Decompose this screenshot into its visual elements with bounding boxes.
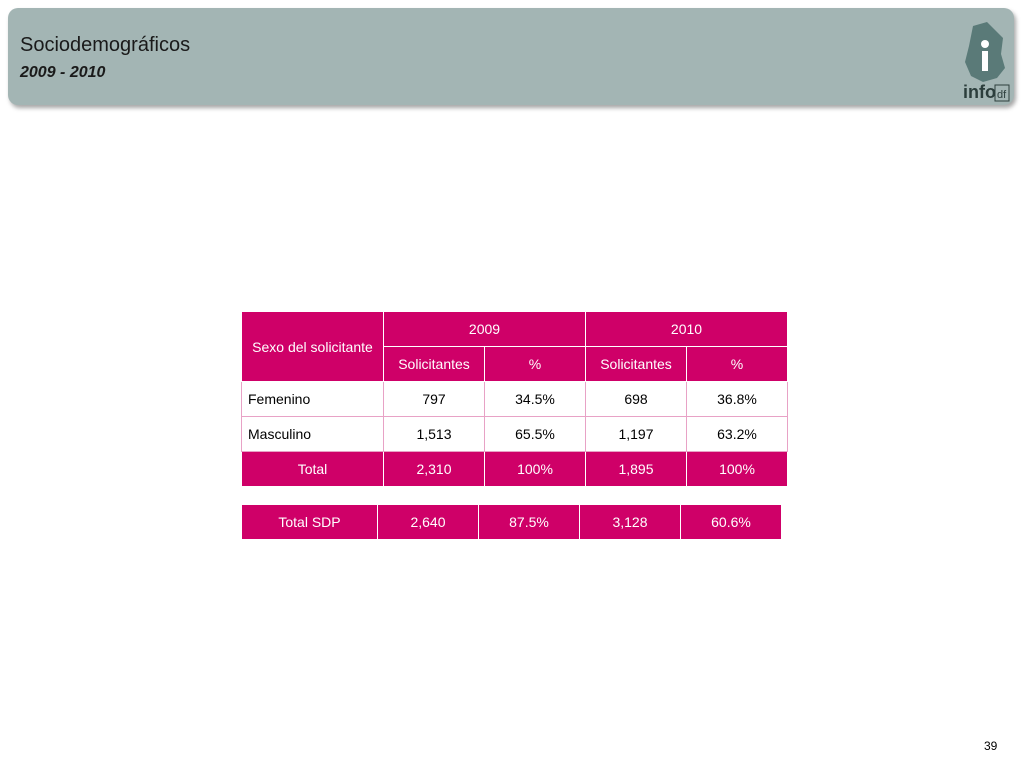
table-cell: 1,513: [383, 416, 485, 452]
table-cell: Femenino: [241, 381, 384, 417]
table-cell: 100%: [484, 451, 586, 487]
table-cell: 100%: [686, 451, 788, 487]
table-cell: 1,197: [585, 416, 687, 452]
table-row: Total SDP 2,640 87.5% 3,128 60.6%: [241, 504, 782, 540]
header-cell: Sexo del solicitante: [241, 311, 384, 382]
summary-table: Total SDP 2,640 87.5% 3,128 60.6%: [241, 504, 782, 540]
table-cell: 3,128: [579, 504, 681, 540]
logo-text: info: [963, 82, 996, 102]
header-row: Solicitantes % Solicitantes %: [242, 346, 788, 382]
data-table: Sexo del solicitante 2009 2010 Solicitan…: [241, 311, 788, 487]
table-cell: 87.5%: [478, 504, 580, 540]
table-cell: Total: [241, 451, 384, 487]
subtitle: 2009 - 2010: [20, 64, 106, 81]
logo: info df: [963, 22, 1010, 102]
header-cell: %: [484, 346, 586, 382]
header-cell: Solicitantes: [383, 346, 485, 382]
logo-dot: [981, 40, 989, 48]
table-cell: 797: [383, 381, 485, 417]
table-cell: 698: [585, 381, 687, 417]
table-row: Femenino 797 34.5% 698 36.8%: [241, 381, 788, 417]
table-cell: 34.5%: [484, 381, 586, 417]
title: Sociodemográficos: [20, 34, 191, 56]
table-cell: 36.8%: [686, 381, 788, 417]
logo-box: [994, 84, 1010, 102]
header-bar: Sociodemográficos 2009 - 2010 info df: [8, 8, 1014, 105]
table-cell: 60.6%: [680, 504, 782, 540]
logo-bar: [982, 51, 988, 71]
table-cell: 2,640: [377, 504, 479, 540]
page-number: 39: [984, 739, 998, 753]
logo-suffix: df: [997, 89, 1007, 101]
table-cell: Total SDP: [241, 504, 378, 540]
table-cell: Masculino: [241, 416, 384, 452]
header-cell: Solicitantes: [585, 346, 687, 382]
table-cell: 1,895: [585, 451, 687, 487]
table-cell: 2,310: [383, 451, 485, 487]
table-cell: 65.5%: [484, 416, 586, 452]
header-cell: 2010: [585, 311, 788, 347]
header-row: Sexo del solicitante 2009 2010: [241, 311, 788, 382]
table-row: Total 2,310 100% 1,895 100%: [241, 451, 788, 487]
header-cell: %: [686, 346, 788, 382]
table-row: Masculino 1,513 65.5% 1,197 63.2%: [241, 416, 788, 452]
header-cell: 2009: [383, 311, 586, 347]
table-cell: 63.2%: [686, 416, 788, 452]
